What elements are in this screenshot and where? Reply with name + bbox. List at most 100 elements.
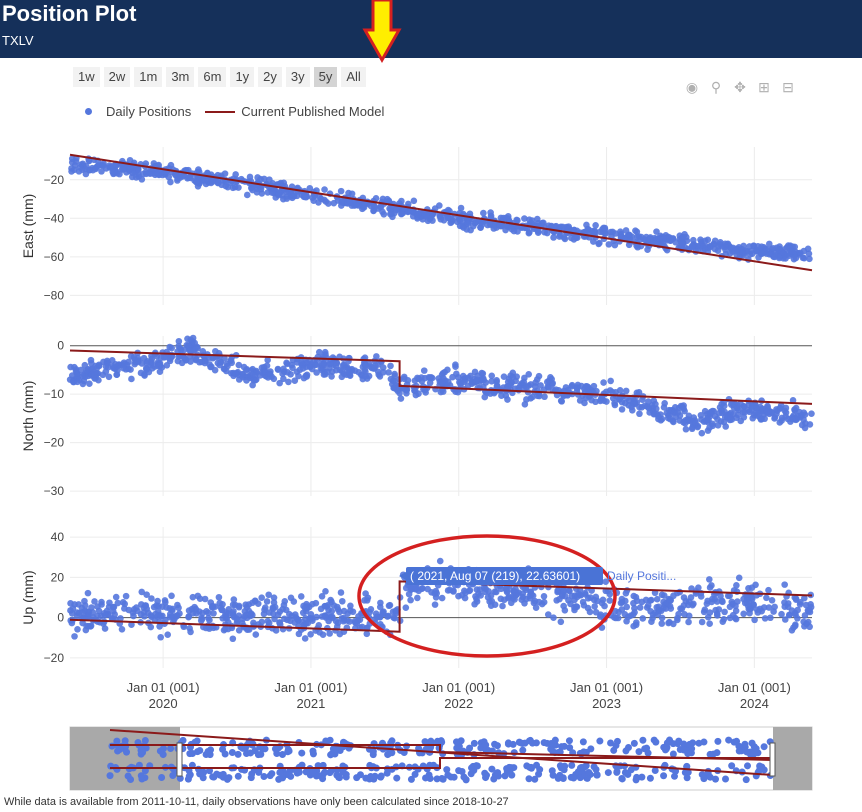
data-point [632,227,639,234]
data-point [106,599,113,607]
y-axis-title: Up (mm) [20,570,36,624]
data-point [748,250,756,257]
range-data-point [582,748,590,756]
data-point [274,611,282,618]
tooltip-text: ( 2021, Aug 07 (219), 22.63601) [410,569,580,583]
data-point [738,245,746,253]
legend-line-label[interactable]: Current Published Model [241,104,385,119]
data-point [337,187,345,195]
data-point [804,245,812,253]
data-point [81,373,89,381]
data-point [781,581,788,588]
data-point [571,226,578,234]
range-data-point [127,776,135,784]
data-point [454,218,461,226]
range-data-point [223,775,231,783]
data-point [478,369,486,377]
data-point [101,625,109,632]
range-button-5y[interactable]: 5y [313,67,338,87]
data-point [543,229,551,237]
range-handle-left[interactable] [176,742,183,777]
range-button-2w[interactable]: 2w [103,67,131,87]
published-model-line [69,349,813,405]
zoom-icon[interactable]: ⚲ [710,79,722,95]
range-data-point [661,746,669,754]
camera-icon[interactable]: ◉ [685,79,699,95]
range-data-point [560,766,568,774]
data-point [678,403,686,410]
range-data-point [644,749,652,757]
data-point [402,604,410,611]
range-button-all[interactable]: All [341,67,366,87]
legend-points-label[interactable]: Daily Positions [106,104,192,119]
data-point [528,591,535,598]
data-point [471,368,479,376]
range-button-6m[interactable]: 6m [198,67,227,87]
range-data-point [741,740,749,748]
data-point [164,631,171,639]
range-button-2y[interactable]: 2y [258,67,282,87]
data-point [685,612,693,620]
data-point [270,375,278,383]
range-data-point [276,769,284,777]
data-point [740,610,747,618]
data-point [232,171,239,178]
data-point [230,596,238,603]
data-point [557,397,565,405]
range-button-1m[interactable]: 1m [134,67,163,87]
data-point [653,228,660,235]
data-point [426,374,433,382]
data-point [187,628,194,636]
range-data-point [566,744,574,752]
data-point [704,427,712,434]
data-point [568,381,576,389]
tooltip-series-name: Daily Positi... [607,569,676,583]
range-button-3m[interactable]: 3m [166,67,195,87]
data-point [499,602,506,610]
range-button-1y[interactable]: 1y [230,67,255,87]
pan-icon[interactable]: ✥ [734,79,746,95]
data-point [367,606,375,613]
data-point [118,625,126,633]
y-tick-label: −80 [44,288,65,302]
zoom-out-icon[interactable]: ⊟ [782,79,794,95]
data-point [690,236,697,244]
data-point [582,228,590,235]
range-button-1w[interactable]: 1w [73,67,100,87]
data-point [471,600,478,608]
data-point [121,360,128,368]
data-point [801,594,808,602]
range-data-point [610,746,618,754]
data-point [450,588,457,595]
data-point [68,155,76,163]
data-point [302,614,309,622]
range-data-point [760,766,768,774]
data-point [444,378,452,386]
data-point [473,595,480,603]
data-point [348,190,356,198]
data-point [523,383,530,391]
data-point [358,623,366,631]
y-tick-label: −60 [44,250,65,264]
data-point [454,373,462,381]
range-handle-right[interactable] [769,742,776,777]
data-point [520,378,528,386]
station-name: TXLV [2,33,34,48]
range-button-3y[interactable]: 3y [285,67,310,87]
data-point [101,612,109,619]
data-point [119,598,127,606]
data-point [554,588,561,596]
zoom-in-icon[interactable]: ⊞ [758,79,770,95]
data-point [746,408,753,416]
range-data-point [651,766,659,774]
range-data-point [684,768,692,776]
data-point [714,415,721,423]
range-data-point [336,774,344,782]
data-point [721,608,728,616]
data-point [590,238,597,245]
range-data-point [616,762,624,770]
data-point [728,401,735,408]
data-point [680,418,687,426]
data-point [663,409,671,417]
data-point [263,598,271,605]
